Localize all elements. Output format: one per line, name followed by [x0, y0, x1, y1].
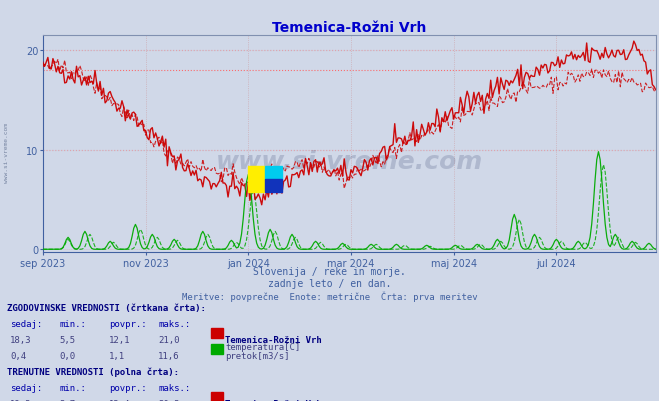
Text: 3,7: 3,7	[59, 399, 75, 401]
Text: 0,0: 0,0	[59, 351, 75, 360]
Text: sedaj:: sedaj:	[10, 319, 42, 328]
Text: sedaj:: sedaj:	[10, 383, 42, 392]
Text: maks.:: maks.:	[158, 383, 190, 392]
Text: 19,3: 19,3	[10, 399, 32, 401]
Text: TRENUTNE VREDNOSTI (polna črta):: TRENUTNE VREDNOSTI (polna črta):	[7, 367, 179, 377]
Text: povpr.:: povpr.:	[109, 319, 146, 328]
Text: Slovenija / reke in morje.: Slovenija / reke in morje.	[253, 267, 406, 277]
Text: 1,1: 1,1	[109, 351, 125, 360]
Bar	[265, 179, 282, 192]
Text: povpr.:: povpr.:	[109, 383, 146, 392]
Text: pretok[m3/s]: pretok[m3/s]	[225, 351, 290, 360]
Text: 11,6: 11,6	[158, 351, 180, 360]
Text: zadnje leto / en dan.: zadnje leto / en dan.	[268, 279, 391, 289]
Text: temperatura[C]: temperatura[C]	[225, 342, 301, 350]
Text: min.:: min.:	[59, 319, 86, 328]
Text: www.si-vreme.com: www.si-vreme.com	[215, 150, 483, 174]
Text: 21,0: 21,0	[158, 335, 180, 344]
Text: min.:: min.:	[59, 383, 86, 392]
Text: 18,3: 18,3	[10, 335, 32, 344]
Text: 5,5: 5,5	[59, 335, 75, 344]
Text: 12,1: 12,1	[109, 335, 130, 344]
Text: maks.:: maks.:	[158, 319, 190, 328]
Bar	[265, 166, 282, 179]
Text: 12,4: 12,4	[109, 399, 130, 401]
Bar	[248, 166, 265, 192]
Text: Temenica-Rožni Vrh: Temenica-Rožni Vrh	[225, 399, 322, 401]
Text: 0,4: 0,4	[10, 351, 26, 360]
Text: Temenica-Rožni Vrh: Temenica-Rožni Vrh	[225, 335, 322, 344]
Text: 20,3: 20,3	[158, 399, 180, 401]
Text: www.si-vreme.com: www.si-vreme.com	[4, 122, 9, 182]
Title: Temenica-Rožni Vrh: Temenica-Rožni Vrh	[272, 21, 426, 35]
Text: Meritve: povprečne  Enote: metrične  Črta: prva meritev: Meritve: povprečne Enote: metrične Črta:…	[182, 291, 477, 301]
Text: ZGODOVINSKE VREDNOSTI (črtkana črta):: ZGODOVINSKE VREDNOSTI (črtkana črta):	[7, 303, 206, 312]
